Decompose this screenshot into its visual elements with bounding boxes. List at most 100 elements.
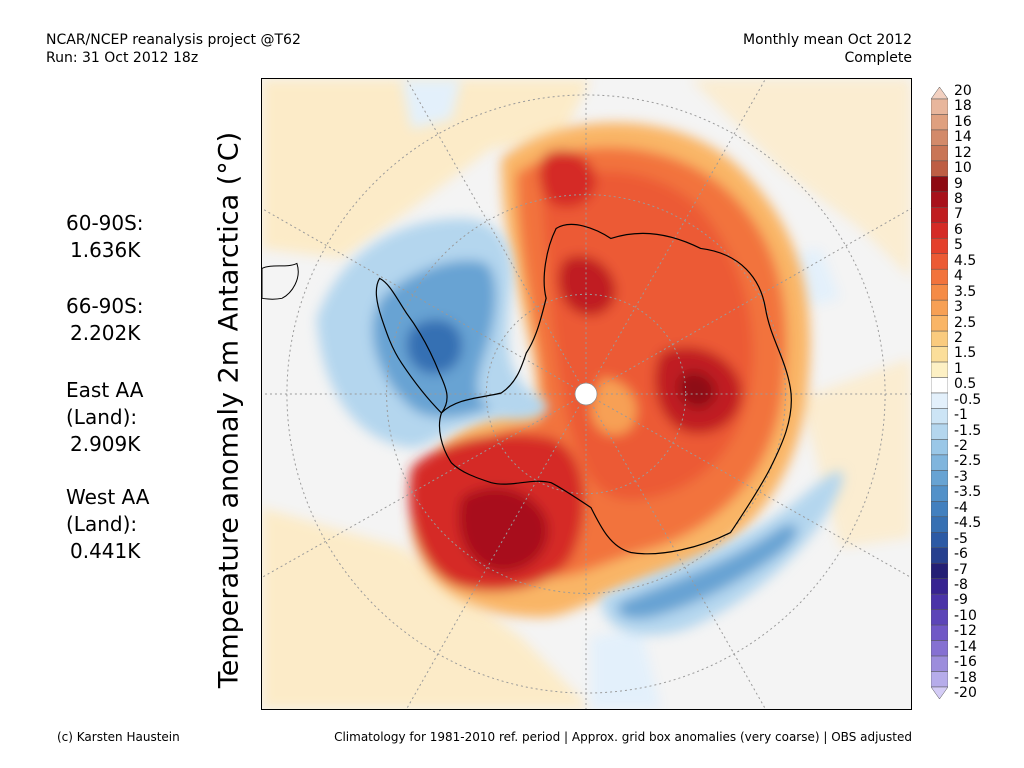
colorbar-swatch	[931, 222, 948, 239]
stat-label: (Land):	[66, 512, 138, 536]
colorbar-tick-label: 14	[954, 129, 972, 146]
stat-label: East AA	[66, 378, 144, 402]
colorbar-tick-label: 9	[954, 175, 963, 192]
colorbar-swatch	[931, 87, 948, 100]
stat-west-aa: West AA (Land): 0.441K	[66, 484, 149, 565]
period-title: Monthly mean Oct 2012	[743, 32, 912, 48]
colorbar-tick-label: -0.5	[954, 391, 982, 408]
colorbar-tick-label: -6	[954, 546, 968, 563]
colorbar-swatch	[931, 114, 948, 131]
colorbar-tick-label: -18	[954, 669, 977, 686]
colorbar-swatch	[931, 408, 948, 425]
colorbar-tick-label: 16	[954, 113, 972, 130]
colorbar-tick-label: 7	[954, 206, 963, 223]
colorbar-swatch	[931, 299, 948, 316]
warm-anomaly-field	[408, 122, 811, 618]
colorbar-tick-label: 5	[954, 237, 963, 254]
footnote: Climatology for 1981-2010 ref. period | …	[334, 730, 912, 744]
colorbar-tick-label: 6	[954, 221, 963, 238]
colorbar-swatch	[931, 686, 948, 699]
cold-anomaly-southeast	[600, 471, 843, 636]
run-time: Run: 31 Oct 2012 18z	[46, 50, 199, 66]
colorbar-swatch	[931, 532, 948, 548]
colorbar-tick-label: -1	[954, 407, 968, 424]
colorbar-tick-label: -5	[954, 530, 968, 547]
colorbar-swatch	[931, 160, 948, 177]
stat-60-90s: 60-90S: 1.636K	[66, 210, 144, 264]
colorbar-tick-label: -1.5	[954, 422, 982, 439]
y-axis-label: Temperature anomaly 2m Antarctica (°C)	[213, 131, 245, 689]
polar-map-svg	[262, 79, 911, 709]
colorbar-swatch	[931, 346, 948, 363]
colorbar-tick-label: 2	[954, 329, 963, 346]
colorbar-tick-label: 1.5	[954, 345, 977, 362]
colorbar-tick-label: 0.5	[954, 376, 977, 393]
colorbar-swatch	[931, 330, 948, 347]
anomaly-map	[261, 78, 912, 710]
colorbar-swatch	[931, 609, 948, 626]
colorbar-tick-label: -10	[954, 607, 977, 624]
colorbar-tick-label: -16	[954, 654, 977, 671]
colorbar-swatch	[931, 501, 948, 518]
colorbar-tick-label: 2.5	[954, 314, 977, 331]
stat-label: 66-90S:	[66, 294, 144, 318]
header-left: NCAR/NCEP reanalysis project @T62 Run: 3…	[46, 31, 301, 67]
colorbar-tick-label: -9	[954, 592, 968, 609]
colorbar-swatch	[931, 191, 948, 208]
stat-value: 1.636K	[70, 238, 141, 262]
stat-east-aa: East AA (Land): 2.909K	[66, 377, 143, 458]
south-pole-marker	[574, 382, 598, 406]
colorbar-swatch	[931, 485, 948, 502]
header-right: Monthly mean Oct 2012 Complete	[743, 31, 912, 67]
colorbar-tick-label: 10	[954, 160, 972, 177]
colorbar-swatch	[931, 361, 948, 378]
colorbar-swatch	[931, 392, 948, 409]
colorbar-swatch	[931, 253, 948, 270]
colorbar-tick-label: 3	[954, 299, 963, 316]
stat-value: 2.202K	[70, 321, 141, 345]
stat-label: 60-90S:	[66, 211, 144, 235]
colorbar-swatch	[931, 655, 948, 672]
colorbar-swatch	[931, 377, 948, 394]
colorbar-tick-label: 12	[954, 144, 972, 161]
stat-value: 0.441K	[70, 539, 141, 563]
colorbar-tick-label: -14	[954, 638, 977, 655]
colorbar-swatch	[931, 423, 948, 440]
colorbar-tick-label: 8	[954, 191, 963, 208]
colorbar-swatch	[931, 238, 948, 254]
colorbar-swatch	[931, 207, 948, 224]
model-title: NCAR/NCEP reanalysis project @T62	[46, 32, 301, 48]
colorbar-swatch	[931, 562, 948, 579]
weak-cool-anomaly-zones	[401, 79, 841, 709]
colorbar-swatch	[931, 454, 948, 471]
colorbar-swatch	[931, 640, 948, 657]
colorbar-tick-label: 1	[954, 360, 963, 377]
colorbar-tick-label: 20	[954, 83, 972, 99]
colorbar-tick-label: -4	[954, 499, 968, 516]
colorbar-tick-label: -8	[954, 576, 968, 593]
colorbar-swatch	[931, 176, 948, 193]
colorbar-tick-label: 4	[954, 268, 963, 285]
stat-label: (Land):	[66, 405, 138, 429]
colorbar-swatch	[931, 470, 948, 487]
antarctic-peninsula-coastline	[375, 277, 448, 414]
colorbar-swatch	[931, 439, 948, 456]
colorbar-swatch	[931, 129, 948, 146]
colorbar-tick-label: -3.5	[954, 484, 982, 501]
colorbar-swatch	[931, 284, 948, 301]
colorbar-swatch	[931, 268, 948, 285]
polar-grid	[262, 79, 911, 709]
colorbar-swatch	[931, 516, 948, 533]
colorbar-swatch	[931, 98, 948, 115]
colorbar-tick-label: 3.5	[954, 283, 977, 300]
colorbar	[931, 87, 948, 699]
colorbar-swatch	[931, 547, 948, 564]
south-america-coastline	[262, 262, 299, 300]
stat-label: West AA	[66, 485, 150, 509]
colorbar-tick-label: 18	[954, 98, 972, 115]
colorbar-tick-label: -2	[954, 438, 968, 455]
colorbar-tick-label: -12	[954, 623, 977, 640]
colorbar-swatch	[931, 624, 948, 641]
colorbar-tick-label: -4.5	[954, 515, 982, 532]
colorbar-tick-label: -20	[954, 685, 977, 701]
